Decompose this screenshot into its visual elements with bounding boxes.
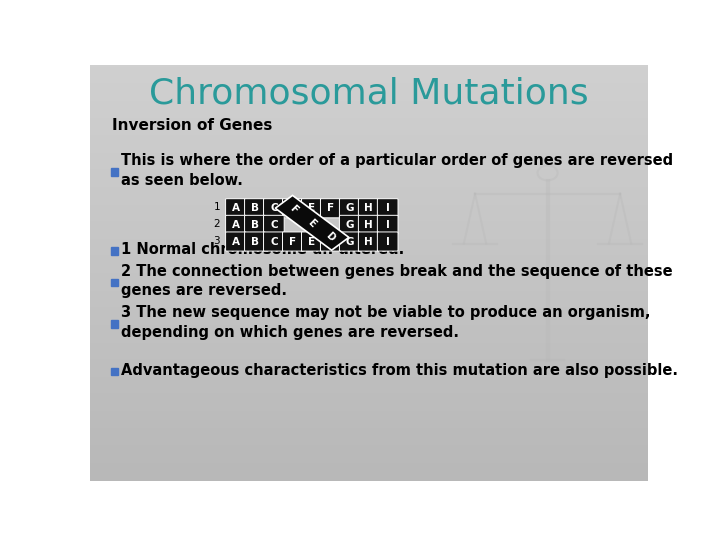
FancyBboxPatch shape	[377, 232, 398, 251]
Text: I: I	[386, 220, 390, 230]
FancyBboxPatch shape	[302, 232, 322, 251]
FancyBboxPatch shape	[320, 232, 341, 251]
Text: Advantageous characteristics from this mutation are also possible.: Advantageous characteristics from this m…	[121, 363, 678, 378]
FancyBboxPatch shape	[245, 199, 265, 218]
FancyBboxPatch shape	[359, 232, 379, 251]
Text: G: G	[346, 203, 354, 213]
FancyBboxPatch shape	[111, 247, 118, 255]
Text: A: A	[232, 237, 240, 247]
FancyBboxPatch shape	[339, 232, 360, 251]
Text: B: B	[251, 237, 259, 247]
Text: Chromosomal Mutations: Chromosomal Mutations	[149, 77, 589, 111]
FancyBboxPatch shape	[111, 279, 118, 286]
Text: F: F	[288, 204, 300, 215]
Text: B: B	[251, 220, 259, 230]
FancyBboxPatch shape	[320, 199, 341, 218]
Text: C: C	[270, 237, 278, 247]
FancyBboxPatch shape	[111, 168, 118, 176]
Text: 2 The connection between genes break and the sequence of these
genes are reverse: 2 The connection between genes break and…	[121, 264, 673, 299]
FancyBboxPatch shape	[111, 320, 118, 328]
FancyBboxPatch shape	[225, 199, 246, 218]
FancyBboxPatch shape	[245, 232, 265, 251]
Polygon shape	[275, 195, 349, 250]
FancyBboxPatch shape	[377, 199, 398, 218]
Text: I: I	[386, 203, 390, 213]
Text: A: A	[232, 203, 240, 213]
FancyBboxPatch shape	[359, 215, 379, 234]
Text: G: G	[346, 220, 354, 230]
Text: 2: 2	[213, 219, 220, 229]
Text: H: H	[364, 220, 373, 230]
FancyBboxPatch shape	[377, 215, 398, 234]
Text: 1 Normal chromosome un-altered.: 1 Normal chromosome un-altered.	[121, 242, 405, 258]
Text: H: H	[364, 237, 373, 247]
FancyBboxPatch shape	[339, 199, 360, 218]
Text: E: E	[308, 203, 315, 213]
Text: H: H	[364, 203, 373, 213]
Text: 3 The new sequence may not be viable to produce an organism,
depending on which : 3 The new sequence may not be viable to …	[121, 305, 651, 340]
Text: 3: 3	[213, 235, 220, 246]
FancyBboxPatch shape	[302, 199, 322, 218]
Text: D: D	[326, 237, 335, 247]
Text: F: F	[289, 237, 297, 247]
Text: C: C	[270, 220, 278, 230]
FancyBboxPatch shape	[359, 199, 379, 218]
Text: A: A	[232, 220, 240, 230]
FancyBboxPatch shape	[245, 215, 265, 234]
Text: I: I	[386, 237, 390, 247]
FancyBboxPatch shape	[225, 232, 246, 251]
FancyBboxPatch shape	[111, 368, 118, 375]
FancyBboxPatch shape	[264, 215, 284, 234]
Text: G: G	[346, 237, 354, 247]
FancyBboxPatch shape	[264, 199, 284, 218]
FancyBboxPatch shape	[264, 232, 284, 251]
Text: This is where the order of a particular order of genes are reversed
as seen belo: This is where the order of a particular …	[121, 153, 673, 188]
FancyBboxPatch shape	[225, 215, 246, 234]
Text: 1: 1	[213, 202, 220, 212]
Text: E: E	[308, 237, 315, 247]
Text: C: C	[270, 203, 278, 213]
Text: B: B	[251, 203, 259, 213]
Text: D: D	[324, 230, 336, 242]
FancyBboxPatch shape	[282, 232, 303, 251]
FancyBboxPatch shape	[282, 199, 303, 218]
Text: Inversion of Genes: Inversion of Genes	[112, 118, 273, 133]
Text: F: F	[327, 203, 334, 213]
FancyBboxPatch shape	[339, 215, 360, 234]
Text: D: D	[289, 203, 297, 213]
Text: E: E	[306, 217, 318, 228]
